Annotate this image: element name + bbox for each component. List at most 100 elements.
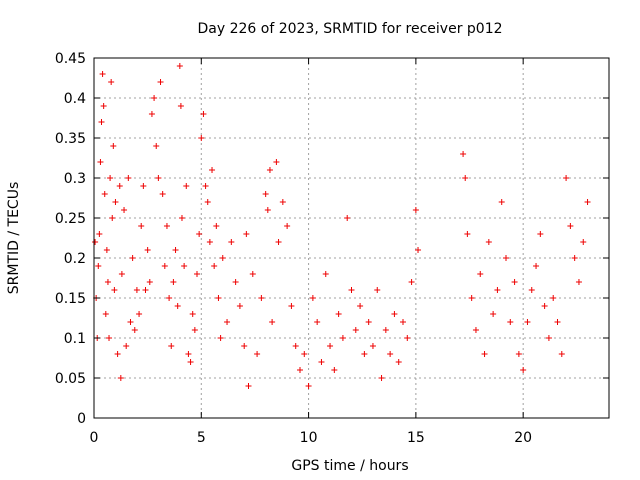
data-point — [558, 351, 565, 357]
data-point — [200, 111, 207, 117]
data-point — [202, 183, 209, 189]
data-point — [301, 351, 308, 357]
data-point — [155, 175, 162, 181]
data-point — [327, 343, 334, 349]
data-point — [284, 223, 291, 229]
data-point — [96, 231, 103, 237]
data-point — [116, 183, 123, 189]
data-point — [215, 295, 222, 301]
data-point — [266, 167, 273, 173]
data-point — [146, 279, 153, 285]
data-point — [98, 119, 105, 125]
data-point — [245, 383, 252, 389]
y-tick-label: 0.3 — [64, 171, 86, 187]
data-point — [361, 351, 368, 357]
data-point — [131, 327, 138, 333]
data-point — [127, 319, 134, 325]
data-point — [348, 287, 355, 293]
data-point — [148, 111, 155, 117]
data-point — [567, 223, 574, 229]
data-point — [168, 343, 175, 349]
data-point — [365, 319, 372, 325]
data-point — [412, 207, 419, 213]
data-point — [219, 255, 226, 261]
data-point — [339, 335, 346, 341]
data-point — [249, 271, 256, 277]
chart-title: Day 226 of 2023, SRMTID for receiver p01… — [197, 21, 502, 37]
data-point — [101, 191, 108, 197]
data-point — [92, 239, 99, 245]
data-point — [264, 207, 271, 213]
data-point — [262, 191, 269, 197]
data-point — [178, 215, 185, 221]
data-point — [224, 319, 231, 325]
data-point — [541, 303, 548, 309]
x-tick-label: 10 — [300, 430, 318, 446]
data-point — [382, 327, 389, 333]
data-point — [166, 295, 173, 301]
x-tick-label: 0 — [90, 430, 99, 446]
data-point — [163, 223, 170, 229]
data-point — [243, 231, 250, 237]
data-point — [198, 135, 205, 141]
data-point — [111, 287, 118, 293]
data-point — [511, 279, 518, 285]
data-point — [174, 303, 181, 309]
data-point — [404, 335, 411, 341]
data-point — [161, 263, 168, 269]
data-point — [102, 311, 109, 317]
data-point — [498, 199, 505, 205]
data-point — [391, 311, 398, 317]
data-points — [92, 63, 591, 389]
data-point — [213, 223, 220, 229]
data-point — [279, 199, 286, 205]
data-point — [273, 159, 280, 165]
data-point — [395, 359, 402, 365]
data-point — [172, 247, 179, 253]
data-point — [177, 103, 184, 109]
data-point — [97, 159, 104, 165]
data-point — [189, 311, 196, 317]
data-point — [550, 295, 557, 301]
x-tick-label: 5 — [197, 430, 206, 446]
data-point — [142, 287, 149, 293]
data-point — [217, 335, 224, 341]
data-point — [357, 303, 364, 309]
data-point — [305, 383, 312, 389]
data-point — [138, 223, 145, 229]
data-point — [206, 239, 213, 245]
data-point — [288, 303, 295, 309]
data-point — [472, 327, 479, 333]
data-point — [545, 335, 552, 341]
data-point — [236, 303, 243, 309]
data-point — [185, 351, 192, 357]
data-point — [204, 199, 211, 205]
data-point — [318, 359, 325, 365]
data-point — [144, 247, 151, 253]
data-point — [100, 103, 107, 109]
data-point — [106, 335, 113, 341]
data-point — [181, 263, 188, 269]
grid-lines — [94, 58, 609, 418]
data-point — [335, 311, 342, 317]
x-tick-label: 20 — [514, 430, 532, 446]
data-point — [464, 231, 471, 237]
data-point — [258, 295, 265, 301]
data-point — [503, 255, 509, 261]
data-point — [191, 327, 198, 333]
data-point — [153, 143, 160, 149]
data-point — [114, 351, 121, 357]
data-point — [528, 287, 535, 293]
data-point — [125, 175, 132, 181]
data-point — [118, 271, 125, 277]
data-point — [269, 319, 276, 325]
data-point — [537, 231, 544, 237]
data-point — [99, 71, 106, 77]
y-tick-label: 0.4 — [64, 91, 86, 107]
data-point — [232, 279, 239, 285]
data-point — [415, 247, 422, 253]
data-point — [151, 95, 158, 101]
data-point — [460, 151, 467, 157]
data-point — [104, 279, 111, 285]
